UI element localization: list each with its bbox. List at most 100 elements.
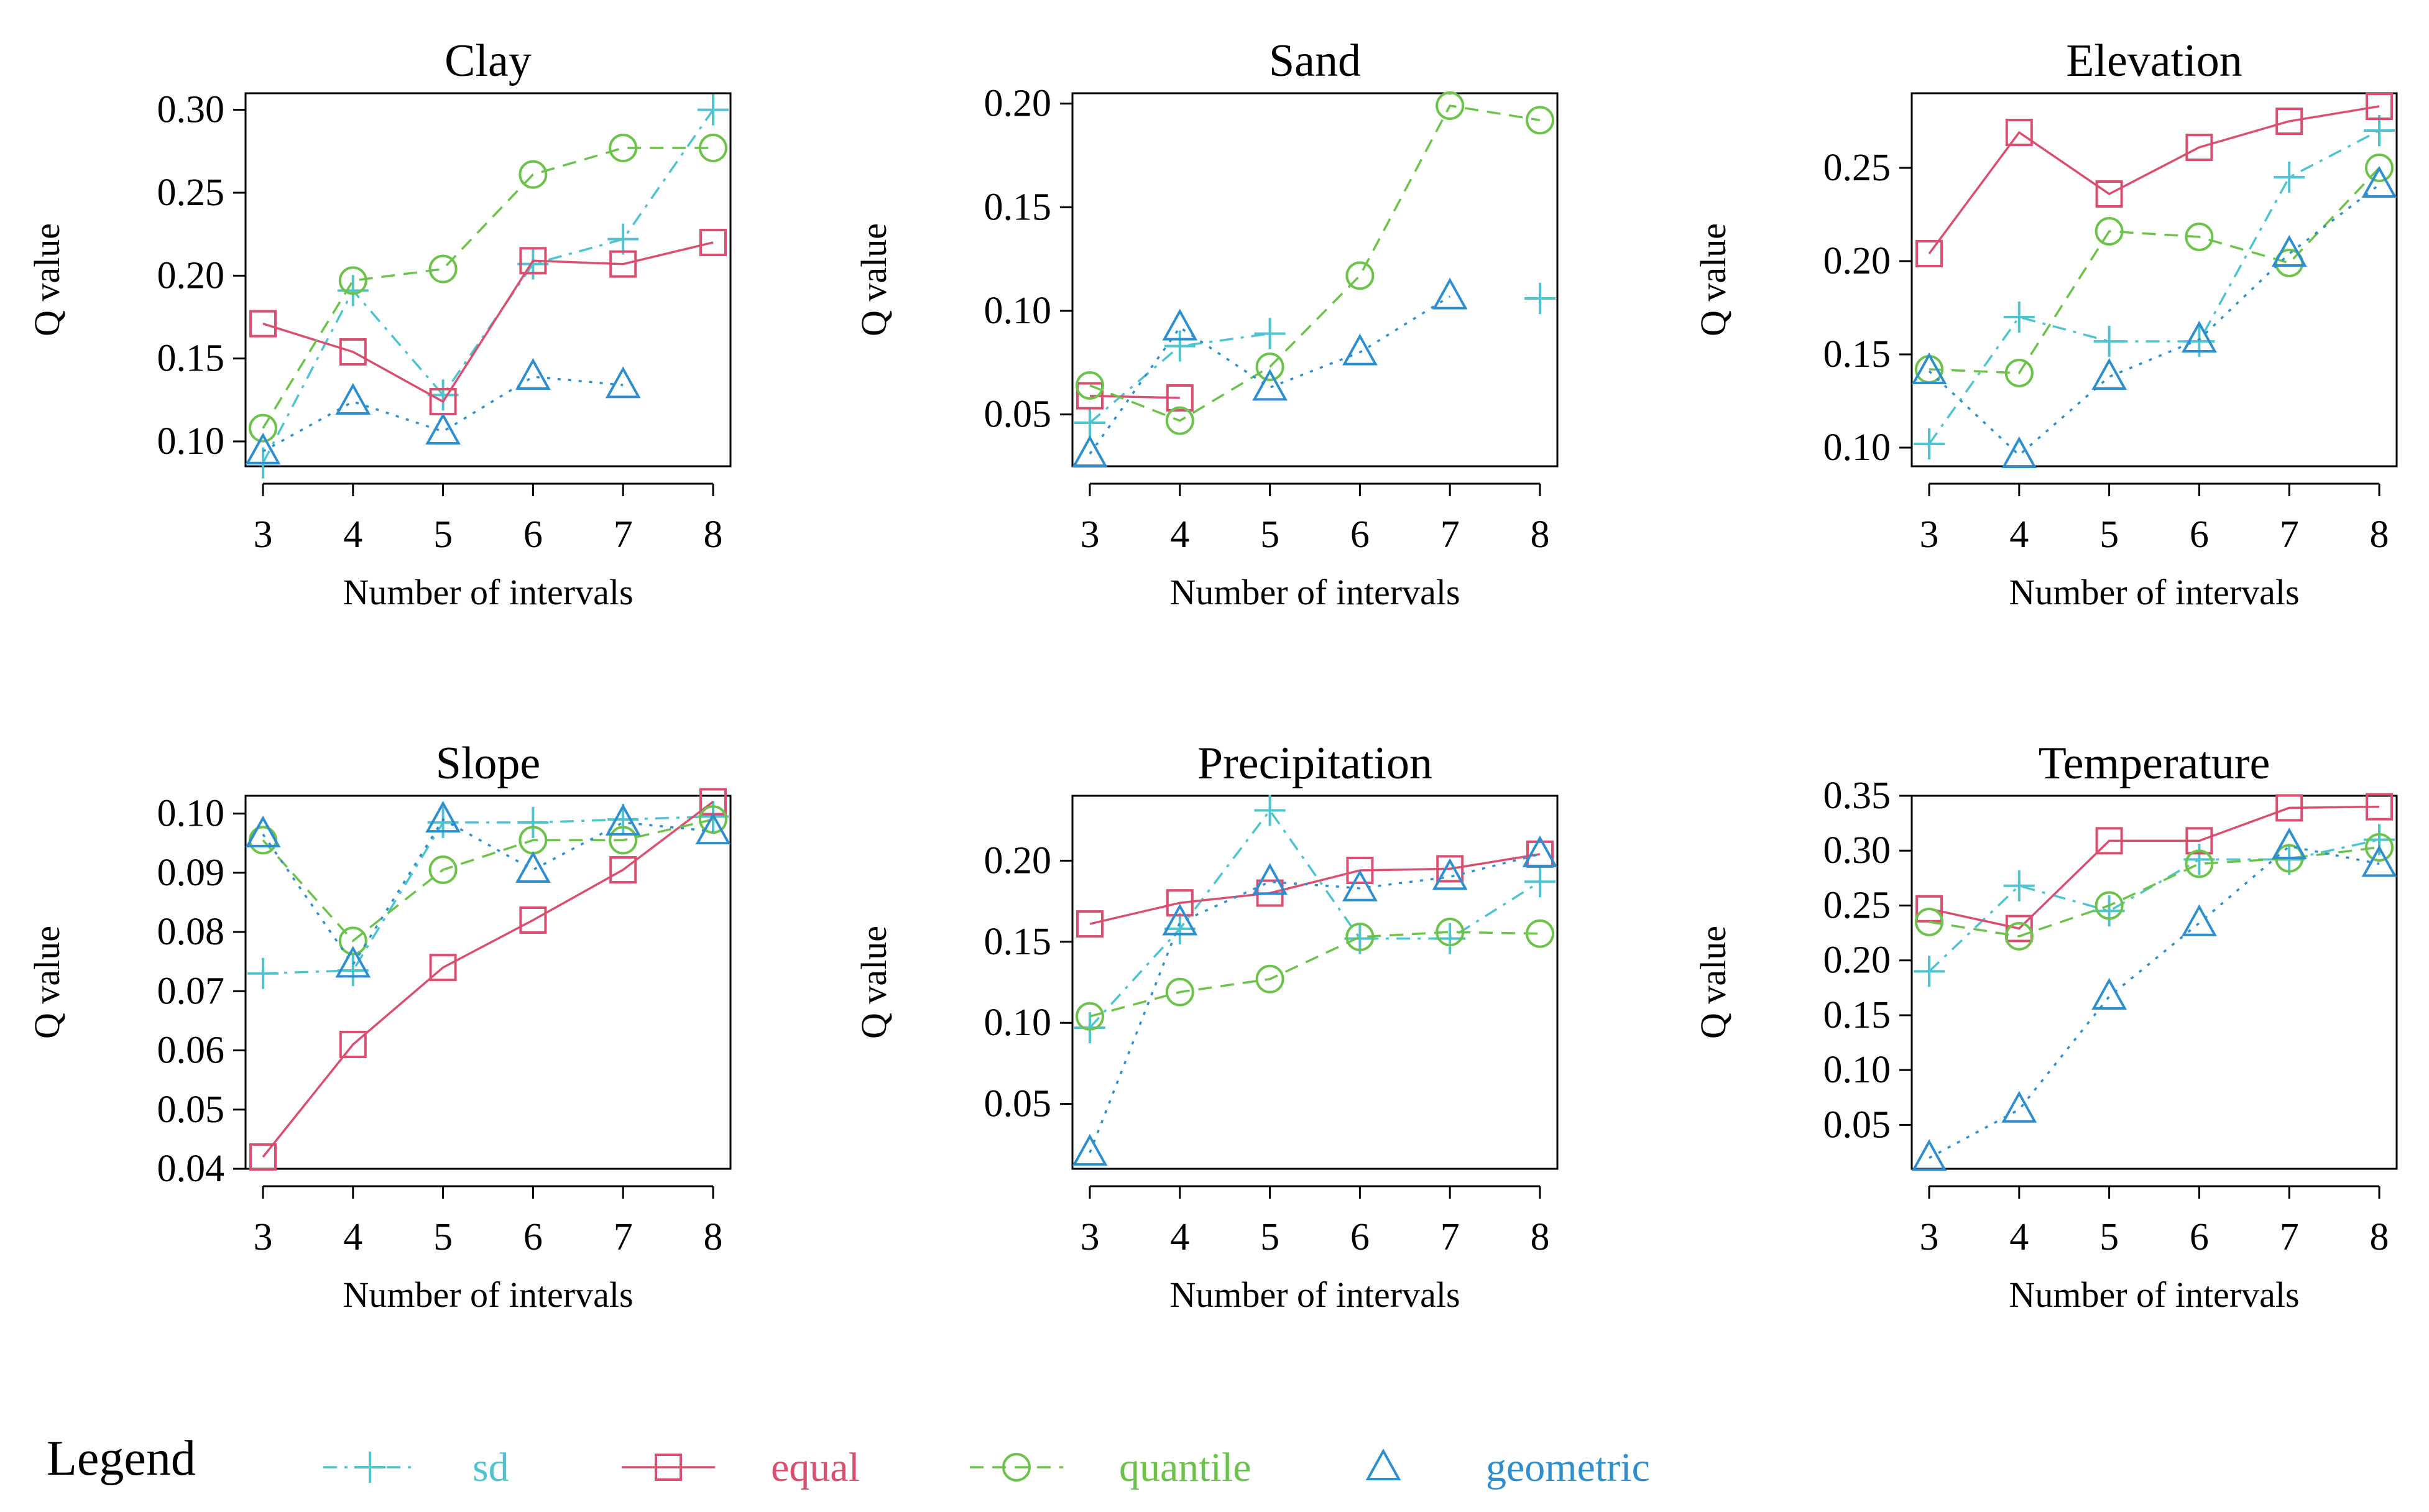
point-equal	[1436, 855, 1464, 883]
x-tick-label: 4	[2009, 514, 2029, 556]
x-tick-label: 4	[2009, 1216, 2029, 1258]
point-equal	[1076, 910, 1104, 938]
x-tick-label: 6	[523, 1216, 543, 1258]
point-sd	[1164, 913, 1196, 944]
legend: Legend sd equal quantile geometric	[47, 1431, 1650, 1490]
chart-title: Slope	[436, 738, 541, 789]
y-axis-label: Q value	[27, 223, 67, 336]
point-quantile	[428, 855, 458, 885]
chart-title: Clay	[445, 35, 532, 86]
y-tick-label: 0.25	[1823, 147, 1891, 189]
point-equal	[2366, 793, 2393, 821]
point-geometric	[2271, 234, 2307, 267]
point-quantile	[519, 160, 548, 189]
point-quantile	[1526, 919, 1554, 948]
chart-title: Sand	[1269, 35, 1361, 86]
series-quantile	[249, 805, 727, 956]
point-geometric	[2001, 1090, 2037, 1123]
series-quantile	[249, 134, 727, 443]
point-quantile	[1345, 922, 1375, 951]
point-geometric	[1162, 903, 1198, 936]
y-tick-label: 0.05	[1823, 1104, 1891, 1146]
x-axis-label: Number of intervals	[343, 1275, 633, 1315]
point-geometric	[245, 815, 281, 847]
point-sd	[698, 94, 729, 126]
point-geometric	[245, 432, 281, 464]
series-line-geometric	[1929, 845, 2380, 1159]
point-quantile	[249, 413, 277, 443]
point-geometric	[2182, 320, 2217, 353]
point-sd	[1254, 795, 1286, 826]
point-quantile	[1345, 261, 1375, 290]
point-geometric	[605, 366, 641, 399]
chart-title: Precipitation	[1197, 738, 1432, 789]
x-tick-label: 3	[254, 514, 273, 556]
point-equal	[249, 1143, 277, 1171]
point-quantile	[2095, 217, 2124, 246]
point-equal	[2366, 93, 2393, 120]
point-geometric	[425, 412, 461, 445]
x-axis-label: Number of intervals	[2009, 1275, 2299, 1315]
series-line-sd	[262, 109, 714, 464]
series-sd	[1074, 795, 1556, 1044]
y-tick-label: 0.15	[984, 921, 1052, 963]
point-geometric	[2361, 845, 2397, 877]
legend-label: quantile	[1119, 1445, 1251, 1490]
point-quantile	[1436, 918, 1465, 947]
point-quantile	[338, 926, 367, 956]
point-quantile	[609, 134, 638, 162]
chart-title: Elevation	[2066, 35, 2242, 86]
x-tick-label: 6	[1350, 1216, 1370, 1258]
chart-title: Temperature	[2039, 738, 2270, 789]
point-equal	[609, 250, 637, 278]
legend-label: equal	[771, 1445, 860, 1490]
y-tick-label: 0.25	[157, 172, 225, 214]
y-tick-label: 0.07	[157, 970, 225, 1012]
series-line-geometric	[1089, 853, 1541, 1153]
y-tick-label: 0.30	[1823, 829, 1891, 872]
point-sd	[2274, 162, 2305, 193]
series-line-quantile	[262, 147, 713, 429]
series-equal	[1915, 93, 2393, 267]
x-tick-label: 5	[1260, 1216, 1279, 1258]
x-tick-label: 7	[2280, 514, 2299, 556]
legend-item-quantile: quantile	[970, 1445, 1251, 1490]
point-sd	[337, 954, 369, 986]
point-sd	[1524, 283, 1556, 314]
legend-marker-geometric	[1365, 1448, 1401, 1480]
x-tick-label: 8	[2370, 1216, 2389, 1258]
y-axis-label: Q value	[1693, 223, 1733, 336]
point-geometric	[2091, 977, 2127, 1010]
point-geometric	[1162, 308, 1198, 341]
x-tick-label: 6	[2190, 514, 2209, 556]
point-equal	[339, 338, 367, 366]
x-tick-label: 5	[433, 514, 453, 556]
y-tick-label: 0.30	[157, 89, 225, 131]
point-equal	[2005, 915, 2033, 943]
series-quantile	[1076, 918, 1554, 1031]
series-line-quantile	[262, 818, 714, 943]
point-sd	[2003, 302, 2035, 333]
point-sd	[607, 804, 639, 836]
point-equal	[2095, 180, 2123, 208]
x-tick-label: 8	[704, 514, 723, 556]
point-equal	[2275, 794, 2303, 822]
point-geometric	[335, 382, 371, 415]
point-geometric	[2271, 827, 2307, 860]
legend-label: geometric	[1486, 1445, 1650, 1490]
point-quantile	[1076, 1002, 1104, 1031]
point-equal	[339, 1031, 367, 1058]
x-tick-label: 4	[1170, 514, 1189, 556]
point-geometric	[515, 357, 551, 390]
y-tick-label: 0.05	[157, 1089, 225, 1131]
series-sd	[1914, 824, 2395, 987]
x-tick-label: 4	[1170, 1216, 1189, 1258]
point-sd	[1164, 330, 1196, 362]
series-line-equal	[1089, 394, 1180, 399]
plot-frame	[1910, 92, 2398, 468]
series-sd	[1074, 283, 1556, 438]
series-line-sd	[1928, 129, 2380, 445]
point-equal	[2275, 108, 2303, 135]
series-line-sd	[1928, 838, 2380, 972]
legend-title: Legend	[47, 1431, 196, 1486]
